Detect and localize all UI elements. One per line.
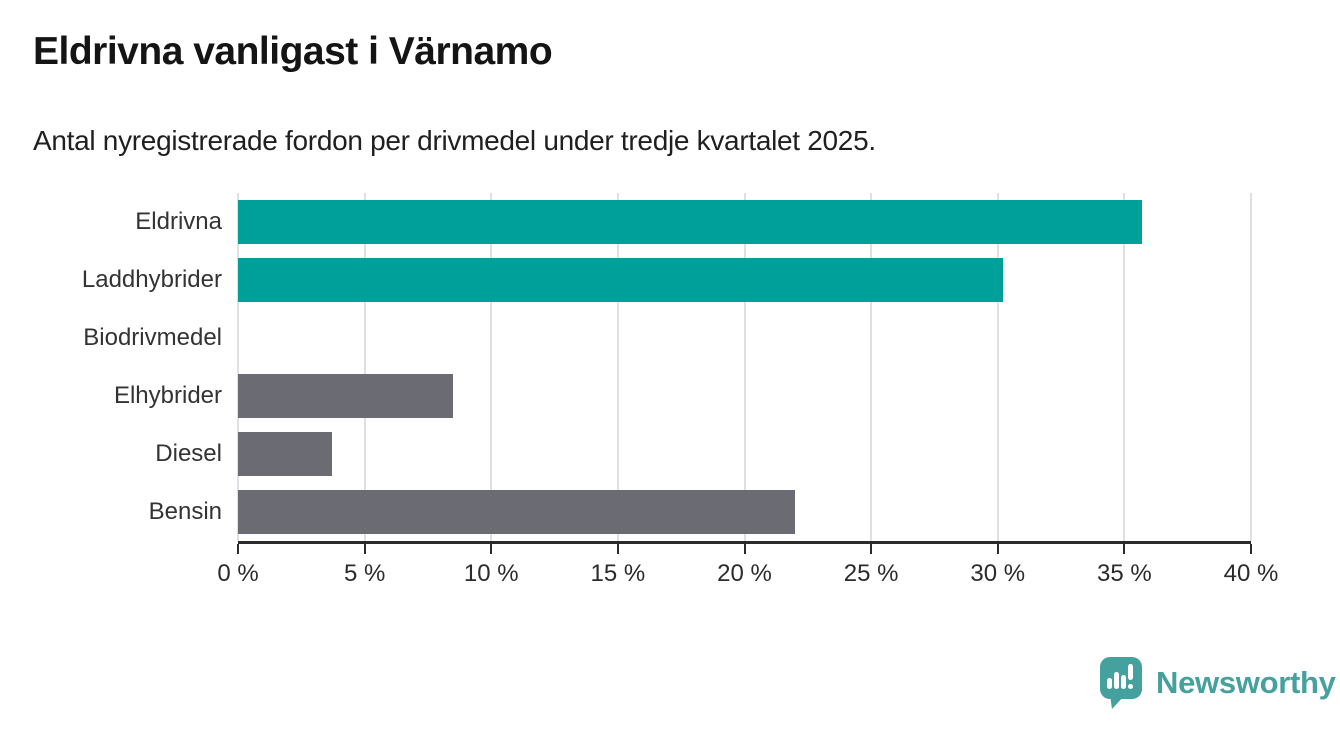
category-label: Laddhybrider	[81, 266, 222, 293]
page-title: Eldrivna vanligast i Värnamo	[33, 30, 553, 73]
brand-footer: Newsworthy	[1098, 655, 1336, 710]
gridline	[363, 193, 366, 541]
chart-row: Diesel	[0, 425, 1340, 483]
gridline	[870, 193, 873, 541]
x-axis-tick	[490, 544, 493, 554]
x-axis-tick-label: 35 %	[1097, 560, 1152, 587]
x-axis-tick-label: 20 %	[717, 560, 772, 587]
gridline	[996, 193, 999, 541]
x-axis-tick-label: 5 %	[343, 560, 386, 587]
x-axis-tick	[1250, 544, 1252, 554]
x-axis-tick	[870, 544, 873, 554]
bar-elhybrider	[238, 374, 454, 418]
gridlines	[237, 193, 1252, 541]
x-axis-tick	[363, 544, 366, 554]
bar-track	[238, 258, 1251, 302]
category-label: Elhybrider	[113, 382, 222, 409]
brand-name: Newsworthy	[1156, 664, 1336, 700]
x-axis-tick-label: 10 %	[463, 560, 519, 587]
bar-track	[238, 490, 1251, 534]
chart-row: Eldrivna	[0, 193, 1340, 251]
category-label: Biodrivmedel	[83, 324, 222, 351]
chart-row: Laddhybrider	[0, 251, 1340, 309]
chart-row: Biodrivmedel	[0, 309, 1340, 367]
x-axis-tick-label: 40 %	[1223, 560, 1279, 587]
bar-eldrivna	[238, 200, 1143, 244]
x-axis-tick-label: 25 %	[843, 560, 899, 587]
x-axis-tick	[743, 544, 746, 554]
bar-track	[238, 374, 1251, 418]
gridline	[1250, 193, 1252, 541]
x-axis-tick	[996, 544, 999, 554]
gridline	[237, 193, 239, 541]
page-subtitle: Antal nyregistrerade fordon per drivmede…	[33, 125, 876, 156]
bar-bensin	[238, 490, 796, 534]
bar-track	[238, 316, 1251, 360]
gridline	[616, 193, 619, 541]
gridline	[743, 193, 746, 541]
gridline	[490, 193, 493, 541]
category-label: Eldrivna	[135, 208, 222, 235]
gridline	[1123, 193, 1126, 541]
bar-laddhybrider	[238, 258, 1003, 302]
chart-row: Bensin	[0, 483, 1340, 541]
x-axis: 0 % 5 % 10 % 15 % 20 % 25 % 30 % 35 % 40 %	[217, 541, 1278, 587]
x-axis-tick	[616, 544, 619, 554]
x-axis-tick	[237, 544, 239, 554]
bar-chart: Eldrivna Laddhybrider Biodrivmedel Elhybrid…	[0, 193, 1340, 593]
bar-track	[238, 432, 1251, 476]
bar-track	[238, 200, 1251, 244]
x-axis-tick	[1123, 544, 1126, 554]
bar-diesel	[238, 432, 332, 476]
category-label: Bensin	[148, 498, 222, 525]
chart-row: Elhybrider	[0, 367, 1340, 425]
chart-rows: Eldrivna Laddhybrider Biodrivmedel Elhybrid…	[0, 193, 1340, 541]
category-label: Diesel	[155, 440, 222, 467]
x-axis-tick-label: 0 %	[217, 560, 259, 587]
x-axis-tick-label: 15 %	[590, 560, 646, 587]
x-axis-tick-label: 30 %	[970, 560, 1026, 587]
newsworthy-pin-chart-icon	[1100, 657, 1142, 709]
